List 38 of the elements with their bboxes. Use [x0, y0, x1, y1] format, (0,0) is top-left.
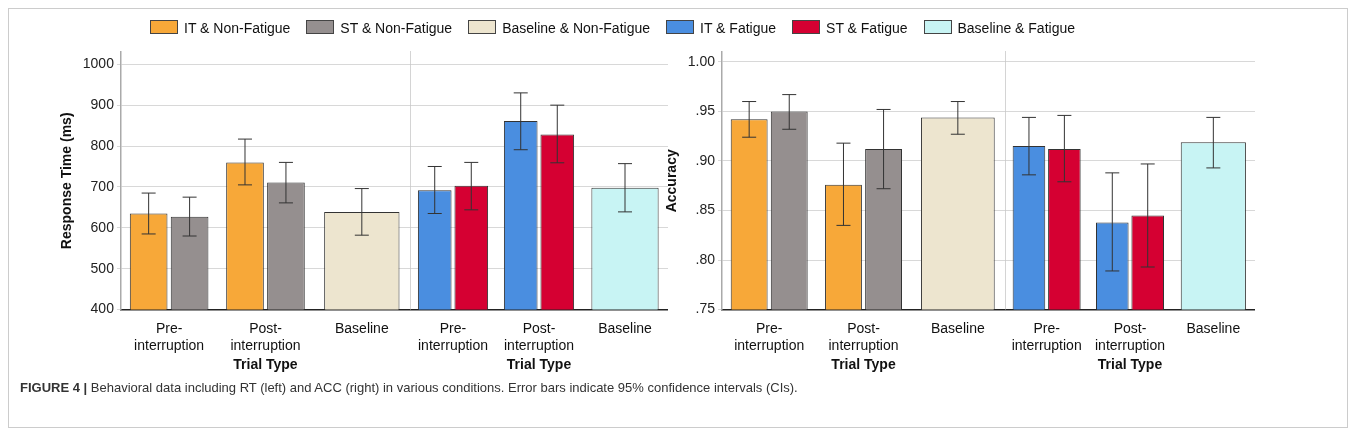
x-tick-label: Baseline: [930, 319, 985, 336]
legend-label: IT & Fatigue: [699, 20, 777, 36]
x-axis-title: Trial Type: [831, 356, 896, 373]
y-tick-label: 500: [90, 259, 115, 276]
legend-label: IT & Non-Fatigue: [183, 20, 291, 36]
x-tick-label: Baseline: [598, 319, 653, 336]
y-axis-title: Accuracy: [663, 149, 680, 213]
y-tick-label: .80: [695, 250, 716, 267]
legend-label: ST & Fatigue: [825, 20, 908, 36]
legend-label: ST & Non-Fatigue: [339, 20, 453, 36]
y-tick-label: 1.00: [687, 52, 716, 69]
x-tick-label: Pre-interruption: [417, 319, 489, 353]
legend-label: Baseline & Non-Fatigue: [501, 20, 651, 36]
x-axis-title: Trial Type: [506, 356, 572, 373]
y-tick-label: 800: [90, 136, 115, 153]
x-tick-label: Pre-interruption: [134, 319, 205, 353]
x-tick-label: Post-interruption: [503, 319, 575, 353]
x-tick-label: Baseline: [334, 319, 389, 336]
x-axis-title: Trial Type: [233, 356, 298, 373]
x-tick-label: Post-interruption: [828, 319, 899, 353]
y-tick-label: 600: [90, 218, 115, 235]
y-axis-title: Response Time (ms): [58, 112, 75, 250]
y-tick-label: .85: [695, 201, 716, 218]
y-tick-label: 1000: [82, 55, 115, 72]
x-tick-label: Post-interruption: [1094, 319, 1166, 353]
y-tick-label: .90: [695, 151, 716, 168]
x-tick-label: Pre-interruption: [1011, 319, 1082, 353]
x-tick-label: Baseline: [1186, 319, 1241, 336]
caption: FIGURE 4 | Behavioral data including RT (left) and ACC (right) in various conditions. Error bars indicate 95% confidence intervals (CIs).: [20, 380, 799, 395]
y-tick-label: 700: [90, 177, 115, 194]
legend-label: Baseline & Fatigue: [956, 20, 1076, 36]
x-tick-label: Pre-interruption: [734, 319, 805, 353]
y-tick-label: 900: [90, 96, 115, 113]
x-axis-title: Trial Type: [1097, 356, 1163, 373]
y-tick-label: .95: [695, 102, 716, 119]
y-tick-label: 400: [90, 300, 115, 317]
y-tick-label: .75: [695, 300, 716, 317]
x-tick-label: Post-interruption: [230, 319, 301, 353]
